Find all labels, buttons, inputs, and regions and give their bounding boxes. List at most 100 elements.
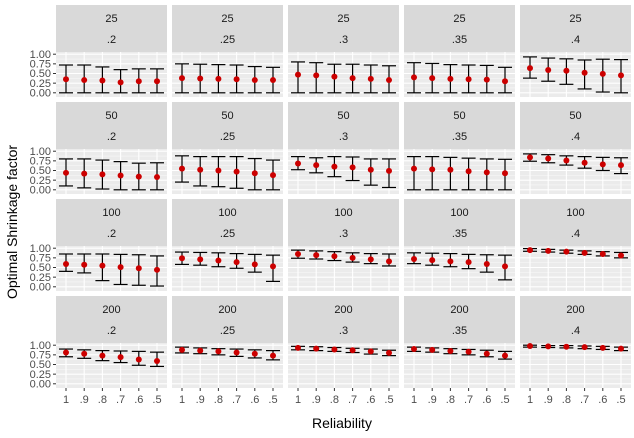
x-tick-label: .6 <box>598 394 607 406</box>
data-point <box>331 73 338 80</box>
data-point <box>154 174 160 181</box>
facet-strip-col-label: .35 <box>452 131 467 143</box>
y-tick-label: 0.00 <box>30 378 51 390</box>
y-tick-label: 1.00 <box>30 243 51 255</box>
facet-strip-col-label: .4 <box>571 228 580 240</box>
data-point <box>527 247 533 254</box>
data-point <box>154 358 160 365</box>
data-point <box>117 172 124 179</box>
x-tick-label: .9 <box>544 394 553 406</box>
panel-background <box>172 343 283 388</box>
data-point <box>411 346 417 353</box>
facet-strip-col-label: .35 <box>452 228 467 240</box>
data-point <box>179 255 185 262</box>
panel-background <box>56 246 167 291</box>
facet-strip-50-.3 <box>288 102 399 149</box>
data-point <box>135 78 142 85</box>
data-point <box>545 155 552 162</box>
facet-strip-col-label: .3 <box>339 325 348 337</box>
facet-strip-row-label: 50 <box>453 110 465 122</box>
data-point <box>483 350 490 357</box>
data-point <box>502 263 508 270</box>
data-point <box>313 252 320 259</box>
facet-strip-200-.2 <box>56 296 167 343</box>
data-point <box>599 161 606 168</box>
data-point <box>99 171 106 178</box>
facet-strip-row-label: 25 <box>453 13 465 25</box>
facet-strip-50-.35 <box>404 102 515 149</box>
data-point <box>581 69 588 76</box>
y-tick-label: 0.25 <box>30 272 51 284</box>
data-point <box>545 343 552 350</box>
facet-strip-200-.4 <box>520 296 631 343</box>
facet-strip-100-.25 <box>172 199 283 246</box>
panel-background <box>288 343 399 388</box>
data-point <box>502 78 508 85</box>
facet-strip-100-.35 <box>404 199 515 246</box>
x-tick-label: .8 <box>214 394 223 406</box>
data-point <box>215 167 222 174</box>
data-point <box>154 78 160 85</box>
data-point <box>599 70 606 77</box>
data-point <box>429 75 436 82</box>
facet-strip-col-label: .25 <box>220 228 235 240</box>
y-tick-label: 0.75 <box>30 155 51 167</box>
x-tick-label: .7 <box>232 394 241 406</box>
data-point <box>618 72 624 79</box>
facet-strip-25-.2 <box>56 5 167 52</box>
data-point <box>447 258 454 265</box>
facet-strip-row-label: 25 <box>105 13 117 25</box>
x-tick-label: .5 <box>500 394 509 406</box>
data-point <box>563 67 570 74</box>
facet-strip-row-label: 50 <box>337 110 349 122</box>
facet-strip-25-.25 <box>172 5 283 52</box>
facet-strip-row-label: 50 <box>105 110 117 122</box>
data-point <box>81 77 88 84</box>
data-point <box>81 350 88 357</box>
data-point <box>527 65 533 72</box>
facet-strip-row-label: 50 <box>569 110 581 122</box>
x-tick-label: .6 <box>250 394 259 406</box>
data-point <box>411 165 417 172</box>
data-point <box>179 165 185 172</box>
data-point <box>233 76 240 83</box>
data-point <box>429 166 436 173</box>
y-tick-label: 0.00 <box>30 87 51 99</box>
y-tick-label: 1.00 <box>30 340 51 352</box>
data-point <box>618 162 624 169</box>
x-tick-label: .8 <box>446 394 455 406</box>
data-point <box>270 263 276 270</box>
data-point <box>465 259 472 266</box>
data-point <box>563 343 570 350</box>
data-point <box>367 348 374 355</box>
y-axis-title: Optimal Shrinkage factor <box>4 145 20 299</box>
data-point <box>447 75 454 82</box>
data-point <box>135 173 142 180</box>
data-point <box>411 74 417 81</box>
panel-background <box>520 149 631 194</box>
y-tick-label: 0.50 <box>30 68 51 80</box>
data-point <box>81 170 88 177</box>
facet-strip-row-label: 25 <box>337 13 349 25</box>
x-tick-label: .6 <box>134 394 143 406</box>
facet-strip-row-label: 50 <box>221 110 233 122</box>
facet-strip-col-label: .4 <box>571 34 580 46</box>
facet-strip-row-label: 200 <box>566 304 584 316</box>
data-point <box>527 342 533 349</box>
data-point <box>367 75 374 82</box>
data-point <box>233 259 240 266</box>
data-point <box>545 247 552 254</box>
y-tick-label: 0.50 <box>30 165 51 177</box>
x-tick-label: .7 <box>464 394 473 406</box>
data-point <box>599 344 606 351</box>
data-point <box>99 352 106 359</box>
panel-background <box>172 149 283 194</box>
x-tick-label: .5 <box>384 394 393 406</box>
data-point <box>331 163 338 170</box>
data-point <box>545 67 552 74</box>
data-point <box>63 349 69 356</box>
data-point <box>313 162 320 169</box>
facet-strip-col-label: .35 <box>452 34 467 46</box>
facet-strip-col-label: .25 <box>220 34 235 46</box>
data-point <box>465 76 472 83</box>
